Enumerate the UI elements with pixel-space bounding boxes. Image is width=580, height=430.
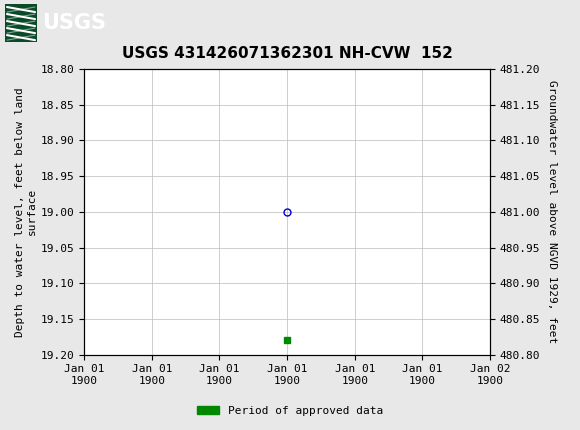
Y-axis label: Depth to water level, feet below land
surface: Depth to water level, feet below land su… bbox=[15, 87, 37, 337]
Bar bbox=[5, 4, 37, 42]
Legend: Period of approved data: Period of approved data bbox=[193, 401, 387, 420]
Y-axis label: Groundwater level above NGVD 1929, feet: Groundwater level above NGVD 1929, feet bbox=[548, 80, 557, 344]
Text: USGS: USGS bbox=[42, 13, 106, 33]
Title: USGS 431426071362301 NH-CVW  152: USGS 431426071362301 NH-CVW 152 bbox=[122, 46, 452, 61]
